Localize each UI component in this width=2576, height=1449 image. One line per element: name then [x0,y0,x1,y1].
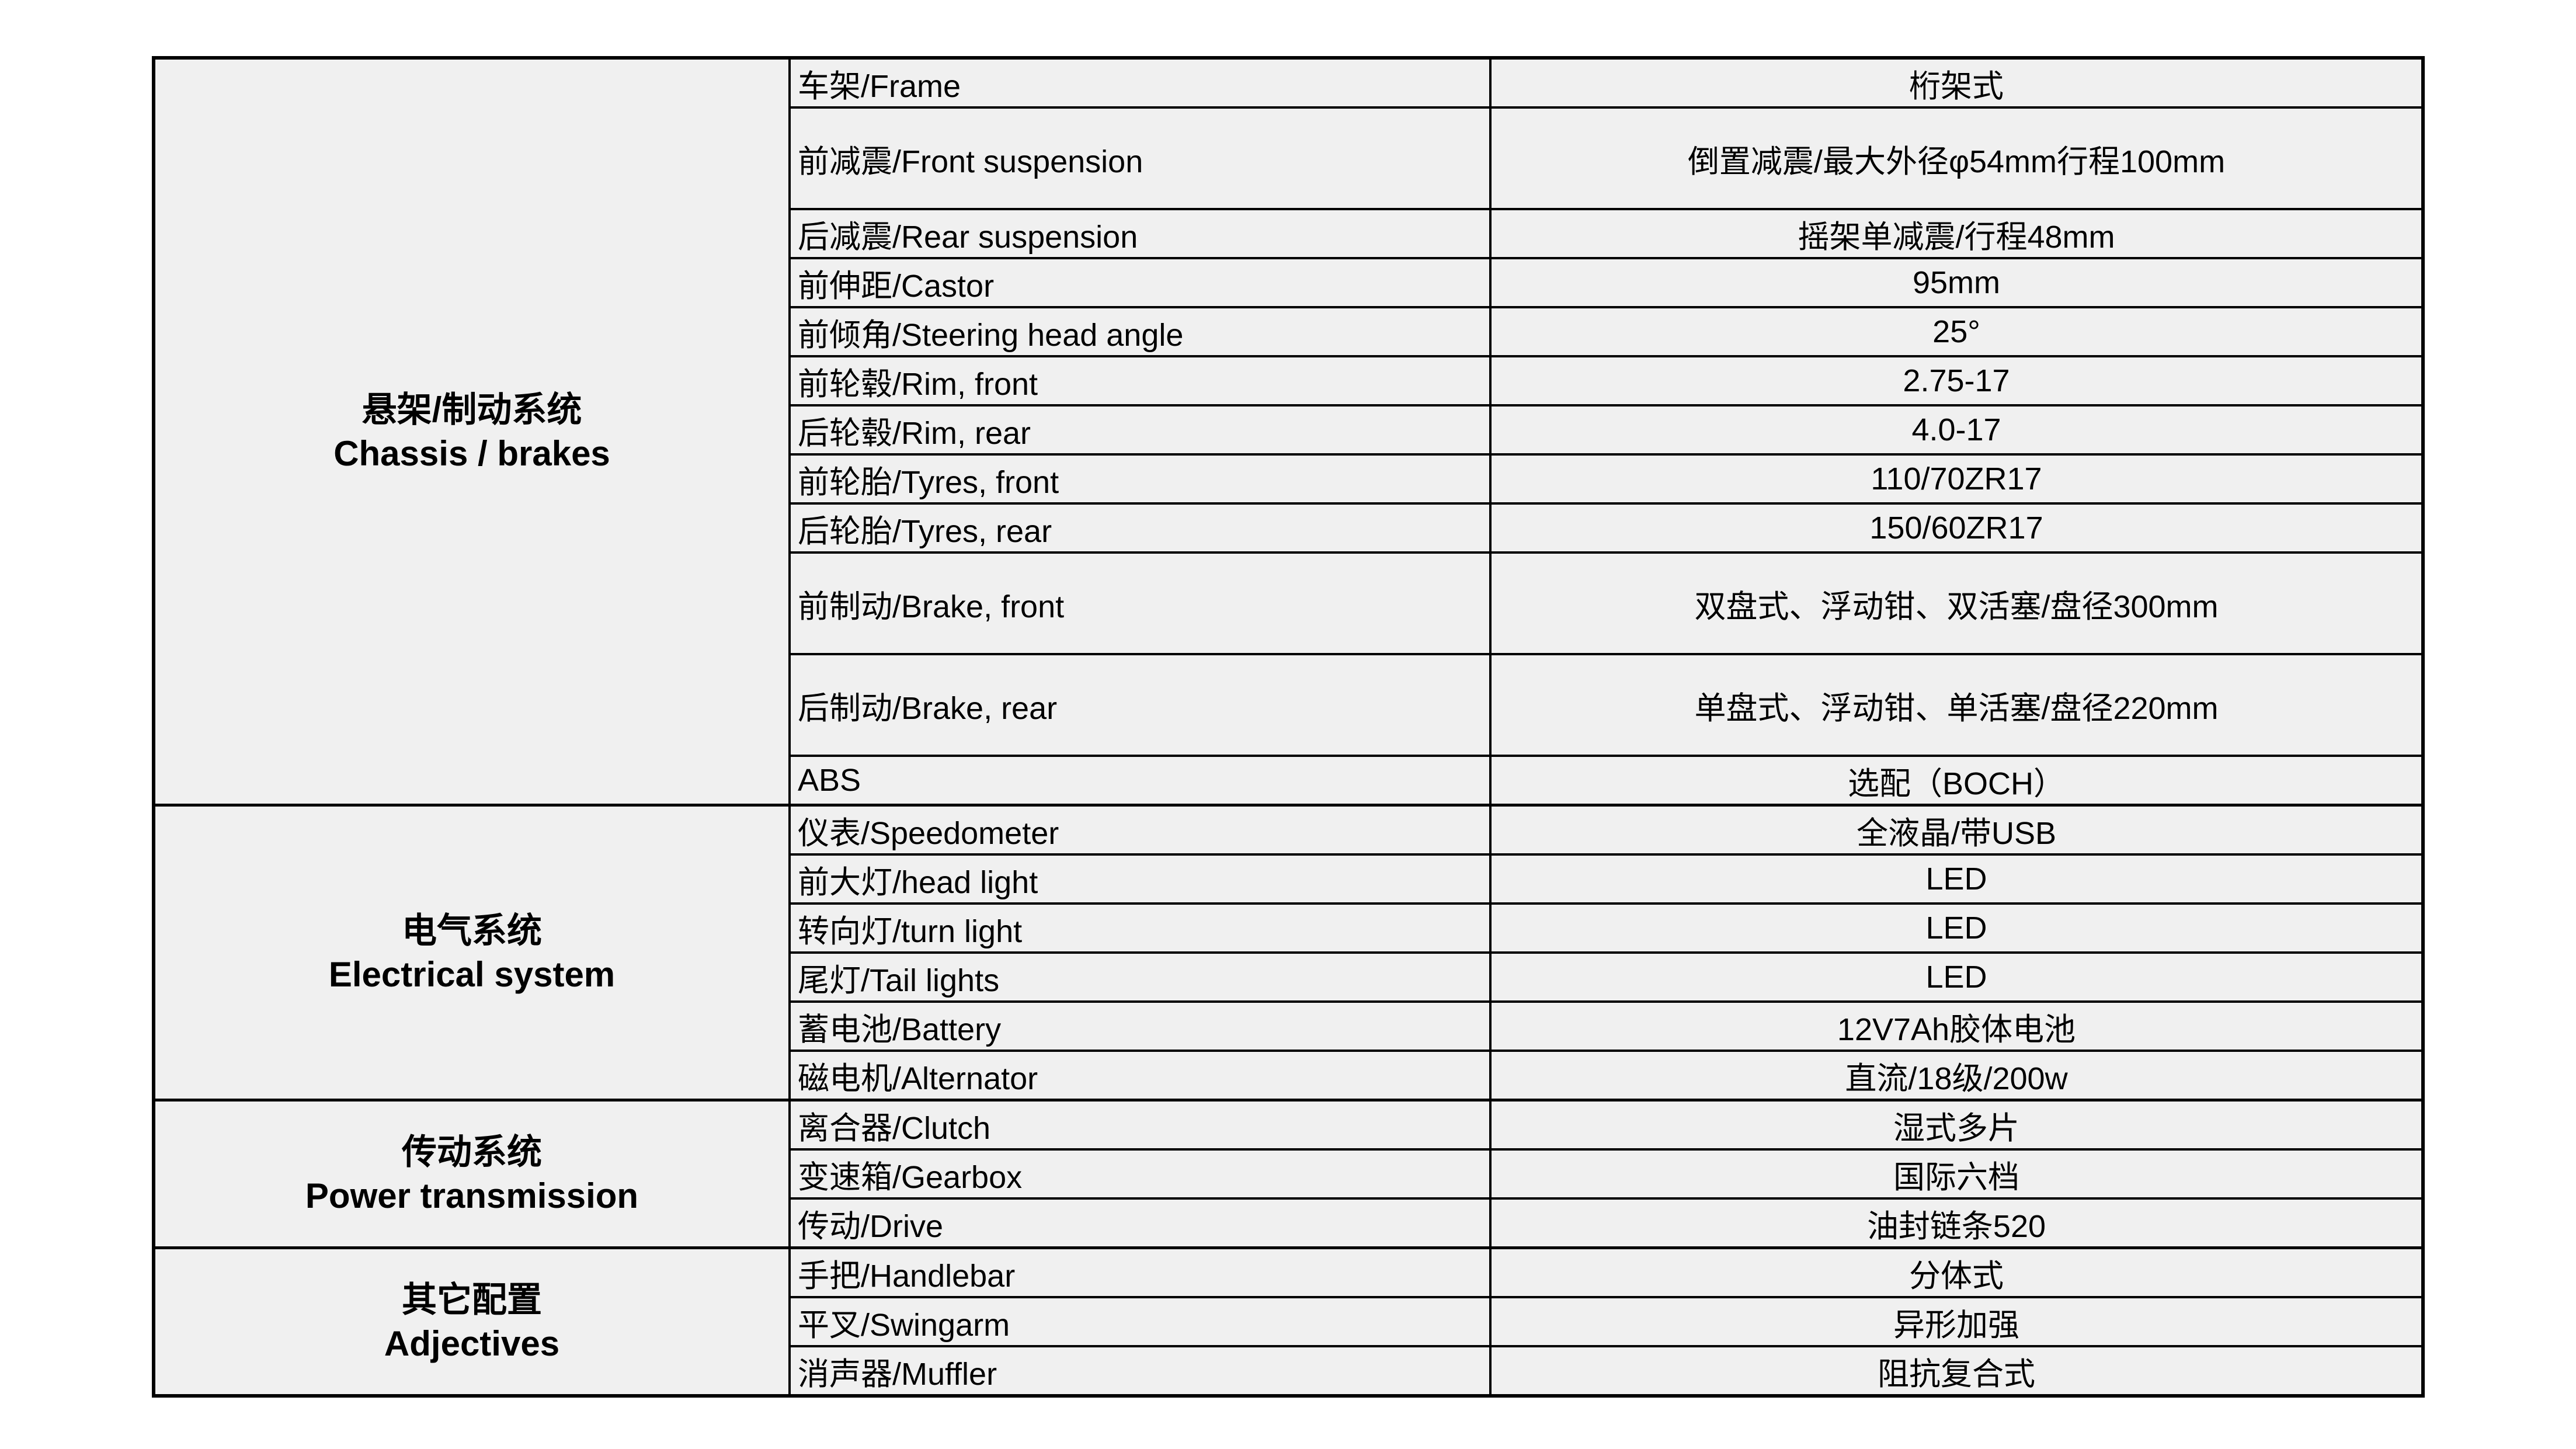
spec-row: 平叉/Swingarm 异形加强 [791,1296,2421,1345]
spec-value: 油封链条520 [1866,1208,2046,1244]
spec-value: 全液晶/带USB [1856,815,2057,851]
section-title-en: Chassis / brakes [333,434,610,473]
section-title-zh: 悬架/制动系统 [361,390,582,429]
spec-value: 110/70ZR17 [1871,461,2042,496]
spec-label: 蓄电池/Battery [791,1003,1492,1050]
spec-label: 离合器/Clutch [791,1101,1492,1148]
spec-label: 后制动/Brake, rear [791,655,1492,755]
spec-label: 前轮毂/Rim, front [791,357,1492,404]
section-electrical-system: 电气系统 Electrical system 仪表/Speedometer 全液晶/带… [155,804,2421,1099]
section-title-zh: 其它配置 [402,1280,542,1319]
spec-row: 尾灯/Tail lights LED [791,951,2421,1000]
spec-value: 摇架单减震/行程48mm [1798,219,2115,255]
spec-table: 悬架/制动系统 Chassis / brakes 车架/Frame 桁架式 前减震/Fr… [152,56,2425,1398]
spec-row: 变速箱/Gearbox 国际六档 [791,1148,2421,1197]
spec-row: 后轮胎/Tyres, rear 150/60ZR17 [791,502,2421,551]
spec-value: 25° [1932,314,1980,349]
spec-label: 前减震/Front suspension [791,109,1492,208]
spec-label: 平叉/Swingarm [791,1298,1492,1345]
spec-label: 前伸距/Castor [791,259,1492,306]
spec-label: ABS [791,757,1492,804]
spec-row: 磁电机/Alternator 直流/18级/200w [791,1050,2421,1099]
spec-row: 消声器/Muffler 阻抗复合式 [791,1345,2421,1394]
spec-label: 后轮毂/Rim, rear [791,406,1492,453]
section-rows: 手把/Handlebar 分体式 平叉/Swingarm 异形加强 消声器/Muffle… [791,1249,2421,1394]
spec-row: 后制动/Brake, rear 单盘式、浮动钳、单活塞/盘径220mm [791,653,2421,755]
section-power-transmission: 传动系统 Power transmission 离合器/Clutch 湿式多片 变速箱/… [155,1099,2421,1246]
spec-row: 传动/Drive 油封链条520 [791,1197,2421,1246]
spec-row: 车架/Frame 桁架式 [791,60,2421,106]
spec-label: 转向灯/turn light [791,905,1492,951]
spec-value: 国际六档 [1893,1159,2019,1195]
spec-label: 消声器/Muffler [791,1347,1492,1394]
spec-row: 后减震/Rear suspension 摇架单减震/行程48mm [791,208,2421,257]
spec-value: 150/60ZR17 [1869,510,2043,545]
spec-label: 传动/Drive [791,1200,1492,1246]
spec-row: 前大灯/head light LED [791,853,2421,902]
spec-label: 后轮胎/Tyres, rear [791,505,1492,551]
section-rows: 离合器/Clutch 湿式多片变速箱/Gearbox 国际六档传动/Drive 油封链… [791,1101,2421,1246]
section-title-zh: 传动系统 [402,1132,542,1172]
spec-label: 磁电机/Alternator [791,1052,1492,1099]
section-rows: 仪表/Speedometer 全液晶/带USB 前大灯/head light LED 转… [791,807,2421,1099]
spec-row: 前轮毂/Rim, front 2.75-17 [791,355,2421,404]
spec-value: 12V7Ah胶体电池 [1837,1012,2076,1047]
spec-value: 双盘式、浮动钳、双活塞/盘径300mm [1694,589,2219,624]
spec-value: 95mm [1912,265,2001,300]
section-rows: 车架/Frame 桁架式前减震/Front suspension 倒置减震/最大外径… [791,60,2421,804]
spec-label: 前大灯/head light [791,856,1492,902]
section-title-en: Electrical system [328,955,616,994]
section-header: 传动系统 Power transmission [155,1101,791,1246]
section-title-en: Power transmission [305,1176,639,1215]
spec-value: LED [1925,960,1987,995]
spec-row: 离合器/Clutch 湿式多片 [791,1101,2421,1148]
spec-value: 桁架式 [1909,68,2004,104]
spec-value: 直流/18级/200w [1845,1061,2068,1096]
spec-label: 前制动/Brake, front [791,554,1492,653]
spec-label: 后减震/Rear suspension [791,210,1492,257]
spec-value: LED [1925,861,1987,896]
spec-label: 仪表/Speedometer [791,807,1492,853]
section-title-en: Adjectives [384,1324,560,1363]
spec-value: 阻抗复合式 [1878,1356,2035,1392]
section-header: 电气系统 Electrical system [155,807,791,1099]
spec-value: 湿式多片 [1893,1110,2019,1146]
spec-value: 异形加强 [1893,1307,2019,1343]
spec-row: ABS 选配（BOCH） [791,755,2421,804]
spec-row: 前轮胎/Tyres, front 110/70ZR17 [791,453,2421,502]
spec-row: 手把/Handlebar 分体式 [791,1249,2421,1296]
spec-row: 前倾角/Steering head angle 25° [791,306,2421,355]
spec-row: 转向灯/turn light LED [791,902,2421,951]
spec-row: 蓄电池/Battery 12V7Ah胶体电池 [791,1000,2421,1050]
spec-label: 尾灯/Tail lights [791,954,1492,1000]
spec-value: 选配（BOCH） [1847,766,2065,801]
spec-row: 前减震/Front suspension 倒置减震/最大外径φ54mm行程100m… [791,106,2421,208]
spec-label: 前轮胎/Tyres, front [791,456,1492,502]
spec-row: 前制动/Brake, front 双盘式、浮动钳、双活塞/盘径300mm [791,551,2421,653]
section-other-configuration: 其它配置 Adjectives 手把/Handlebar 分体式 平叉/Swingarm… [155,1246,2421,1394]
spec-value: 分体式 [1909,1258,2004,1294]
section-chassis-brakes: 悬架/制动系统 Chassis / brakes 车架/Frame 桁架式 前减震/Fr… [155,60,2421,804]
spec-label: 车架/Frame [791,60,1492,106]
spec-value: LED [1925,911,1987,946]
section-header: 悬架/制动系统 Chassis / brakes [155,60,791,804]
spec-value: 倒置减震/最大外径φ54mm行程100mm [1687,144,2226,179]
spec-row: 后轮毂/Rim, rear 4.0-17 [791,404,2421,453]
spec-value: 4.0-17 [1911,412,2001,447]
spec-label: 前倾角/Steering head angle [791,308,1492,355]
spec-label: 手把/Handlebar [791,1249,1492,1296]
spec-value: 单盘式、浮动钳、单活塞/盘径220mm [1694,690,2219,726]
spec-value: 2.75-17 [1903,363,2010,398]
spec-label: 变速箱/Gearbox [791,1151,1492,1197]
spec-row: 仪表/Speedometer 全液晶/带USB [791,807,2421,853]
section-header: 其它配置 Adjectives [155,1249,791,1394]
section-title-zh: 电气系统 [402,911,542,950]
spec-row: 前伸距/Castor 95mm [791,257,2421,306]
